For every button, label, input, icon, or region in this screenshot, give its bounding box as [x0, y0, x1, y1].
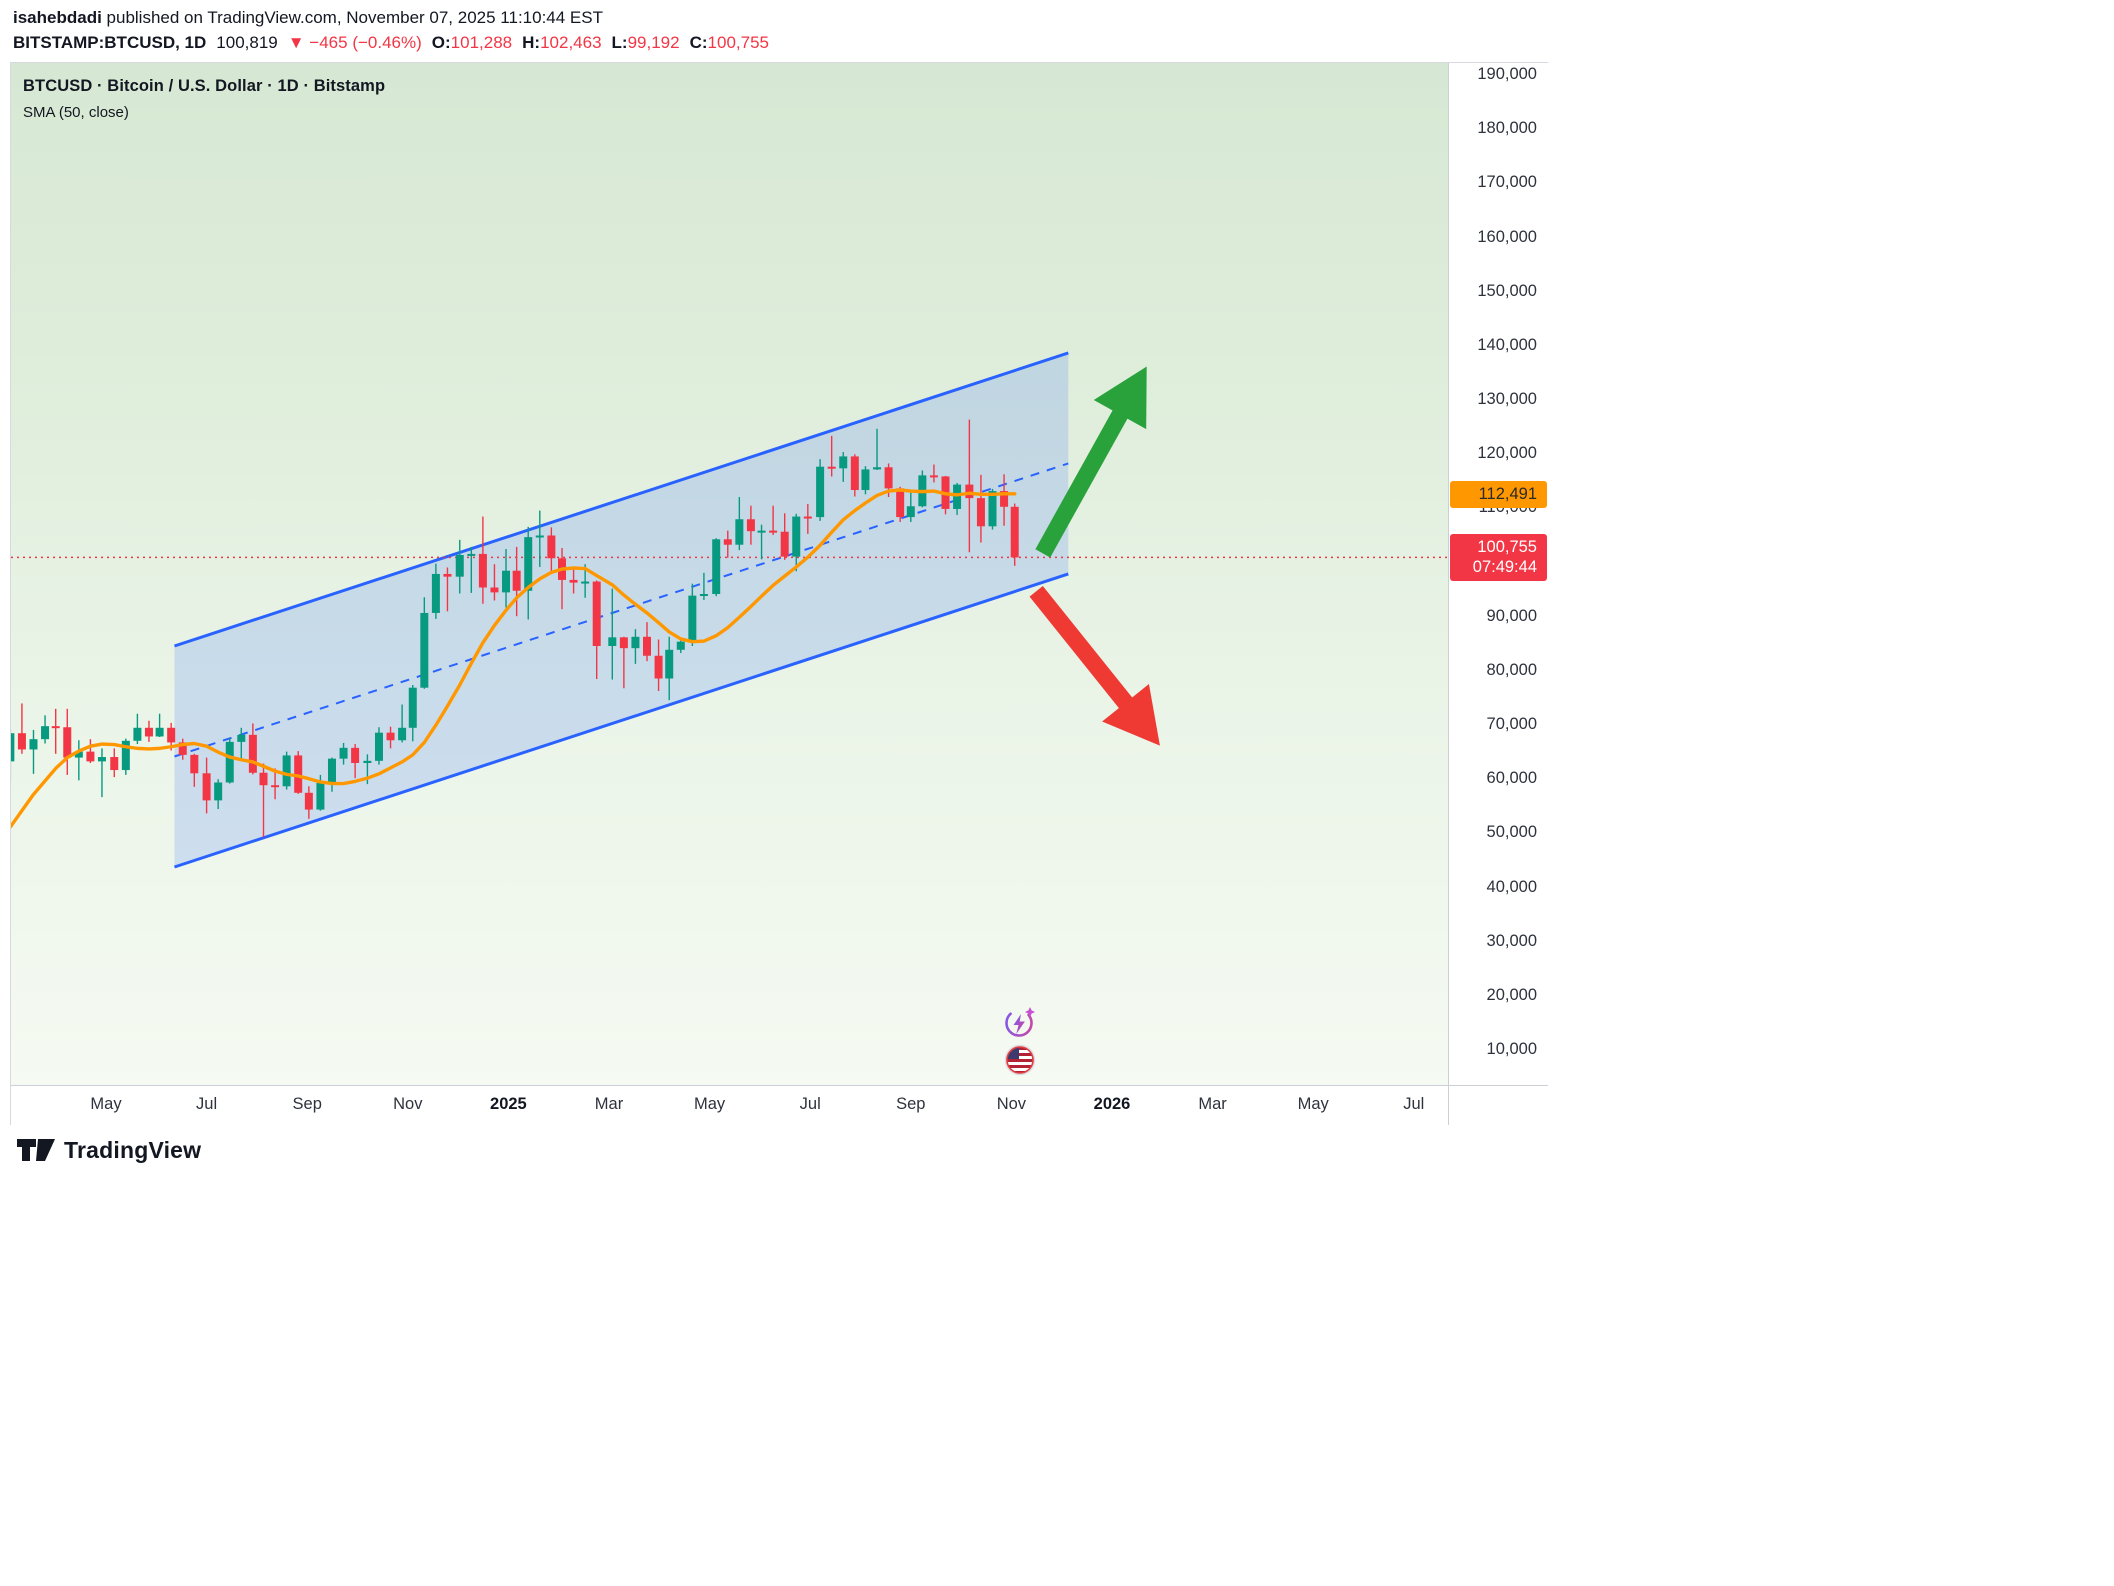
time-tick: Jul [1403, 1095, 1425, 1113]
last-price-badge: 100,755 07:49:44 [1450, 534, 1547, 582]
price-tick: 180,000 [1477, 119, 1537, 138]
price-tick: 30,000 [1486, 931, 1537, 950]
tradingview-logo[interactable]: TradingView [16, 1136, 201, 1164]
time-tick: May [90, 1095, 122, 1113]
ohlc-low: L:99,192 [611, 33, 680, 52]
price-tick: 140,000 [1477, 335, 1537, 354]
time-tick: May [1297, 1095, 1329, 1113]
tradingview-wordmark: TradingView [64, 1136, 202, 1163]
symbol-label: BITSTAMP:BTCUSD, 1D [13, 33, 207, 52]
tradingview-glyph-icon [17, 1139, 55, 1161]
price-change: ▼ −465 (−0.46%) [287, 33, 422, 52]
chart-legend: BTCUSD · Bitcoin / U.S. Dollar · 1D · Bi… [23, 77, 385, 121]
last-price: 100,819 [216, 33, 278, 52]
event-us-flag-icon[interactable] [1002, 1042, 1038, 1078]
time-axis[interactable]: May Jul Sep Nov 2025 Mar May Jul Sep Nov 2026 Mar Ma… [11, 1085, 1448, 1125]
byline-text: published on TradingView.com, November 0… [101, 8, 603, 27]
price-tick: 20,000 [1486, 985, 1537, 1004]
price-tick: 130,000 [1477, 390, 1537, 408]
author-name: isahebdadi [13, 8, 102, 27]
chart-widget: BTCUSD · Bitcoin / U.S. Dollar · 1D · Bi… [10, 62, 1548, 1125]
price-tick: 120,000 [1477, 444, 1537, 463]
time-tick: Jul [196, 1095, 218, 1113]
event-ai-sparkle-icon[interactable] [1002, 1004, 1038, 1040]
time-tick: May [694, 1095, 726, 1113]
time-tick: Sep [292, 1095, 322, 1113]
time-tick: 2025 [490, 1095, 527, 1113]
time-tick: Jul [799, 1095, 821, 1113]
countdown-timer: 07:49:44 [1472, 558, 1537, 577]
time-tick: Nov [996, 1095, 1027, 1113]
price-tick: 190,000 [1477, 65, 1537, 83]
time-tick: 2026 [1093, 1095, 1131, 1113]
price-tick: 150,000 [1477, 281, 1537, 300]
ohlc-close: C:100,755 [689, 33, 769, 52]
last-price-value: 100,755 [1477, 538, 1537, 557]
price-tick: 90,000 [1486, 606, 1537, 625]
ohlc-high: H:102,463 [522, 33, 602, 52]
chart-pane[interactable]: BTCUSD · Bitcoin / U.S. Dollar · 1D · Bi… [11, 63, 1448, 1085]
time-tick: Mar [594, 1095, 624, 1113]
legend-indicator: SMA (50, close) [23, 104, 129, 121]
time-tick: Sep [896, 1095, 926, 1113]
time-tick: Nov [393, 1095, 423, 1113]
price-tick: 80,000 [1486, 660, 1537, 679]
legend-symbol: BTCUSD · Bitcoin / U.S. Dollar · 1D · Bi… [23, 77, 386, 95]
price-tick: 60,000 [1486, 769, 1537, 788]
byline: isahebdadi published on TradingView.com,… [13, 8, 603, 28]
price-tick: 70,000 [1486, 715, 1537, 733]
axis-corner [1448, 1085, 1548, 1125]
quote-line: BITSTAMP:BTCUSD, 1D 100,819 ▼ −465 (−0.4… [13, 33, 769, 53]
price-axis[interactable]: 112,491 100,755 07:49:44 190,000 180,000 1… [1448, 63, 1548, 1085]
time-tick: Mar [1198, 1095, 1227, 1113]
price-tick: 160,000 [1477, 227, 1537, 246]
price-tick: 40,000 [1486, 877, 1537, 896]
price-tick: 50,000 [1486, 823, 1537, 842]
ohlc-open: O:101,288 [431, 33, 513, 52]
sma-price-badge: 112,491 [1450, 480, 1547, 508]
price-tick: 10,000 [1486, 1040, 1537, 1058]
price-tick: 170,000 [1477, 173, 1537, 192]
candlestick-chart [11, 351, 1448, 869]
